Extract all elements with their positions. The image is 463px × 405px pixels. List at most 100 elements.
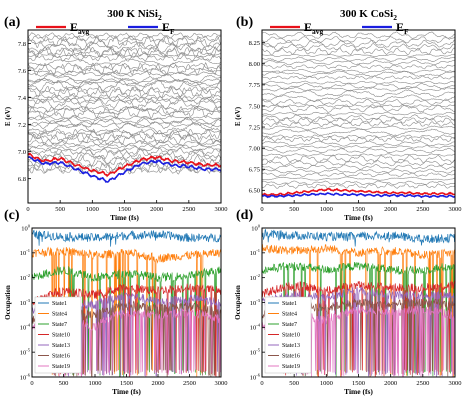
y-tick-label: 10-2 bbox=[250, 273, 260, 282]
legend-label: State1 bbox=[52, 301, 67, 307]
panel-c: (c) State1 State4 State7 State10 State13 State… bbox=[4, 208, 228, 396]
state-line bbox=[261, 147, 456, 154]
state-line bbox=[261, 56, 455, 62]
state-line bbox=[261, 159, 456, 167]
y-tick-label: 10-5 bbox=[20, 347, 31, 356]
x-tick-label: 0 bbox=[260, 380, 263, 387]
series-line-State4 bbox=[31, 246, 222, 377]
state-line bbox=[261, 53, 456, 58]
legend-label: State7 bbox=[282, 322, 297, 328]
series-line-State13 bbox=[261, 286, 456, 377]
state-line bbox=[27, 32, 222, 39]
state-line bbox=[27, 71, 222, 77]
legend-label: State7 bbox=[52, 322, 67, 328]
x-tick-label: 2500 bbox=[182, 206, 195, 213]
y-axis-label: E (eV) bbox=[4, 106, 12, 126]
panel-a: (a) 0 500 1000 1500 2000 2500 3000 Time (fs) 6.8 7… bbox=[4, 8, 228, 222]
x-tick-label: 1500 bbox=[352, 206, 365, 213]
x-tick-label: 3000 bbox=[215, 206, 228, 213]
legend-label: State13 bbox=[282, 343, 300, 349]
state-line bbox=[261, 172, 456, 178]
plot-area bbox=[27, 32, 222, 183]
x-tick-label: 2500 bbox=[183, 380, 196, 387]
state-line bbox=[27, 116, 222, 130]
y-tick-label: 100 bbox=[21, 223, 31, 232]
legend-label: State19 bbox=[52, 364, 70, 370]
y-axis-label: Occupation bbox=[4, 285, 12, 320]
x-tick-label: 1500 bbox=[352, 380, 365, 387]
state-line bbox=[27, 46, 222, 58]
legend-label: State4 bbox=[282, 312, 297, 318]
legend-label: State10 bbox=[282, 333, 300, 339]
legend-label: State19 bbox=[282, 364, 300, 370]
legend-label: State16 bbox=[282, 354, 300, 360]
state-line bbox=[27, 62, 222, 71]
x-tick-label: 1000 bbox=[89, 380, 102, 387]
legend-label: Eavg bbox=[70, 20, 90, 36]
state-line bbox=[261, 145, 456, 149]
state-line bbox=[27, 79, 222, 92]
state-line bbox=[27, 58, 221, 67]
panel-title: 300 K NiSi2 bbox=[107, 8, 162, 22]
state-line bbox=[261, 31, 456, 39]
panel-letter: (a) bbox=[4, 15, 21, 30]
x-tick-label: 2500 bbox=[416, 206, 429, 213]
y-tick-label: 10-6 bbox=[250, 372, 261, 381]
state-line bbox=[261, 183, 456, 189]
x-tick-label: 2000 bbox=[384, 206, 397, 213]
x-tick-label: 500 bbox=[289, 206, 299, 213]
legend-label: State4 bbox=[52, 312, 67, 318]
state-line bbox=[27, 128, 222, 141]
y-axis-label: E (eV) bbox=[234, 106, 242, 126]
y-axis-label: Occupation bbox=[234, 285, 242, 320]
y-tick-label: 6.8 bbox=[18, 176, 26, 183]
y-tick-label: 10-5 bbox=[250, 347, 261, 356]
state-line bbox=[27, 128, 222, 137]
y-tick-label: 10-6 bbox=[20, 372, 31, 381]
x-tick-label: 2000 bbox=[152, 380, 165, 387]
y-tick-label: 8.25 bbox=[249, 40, 260, 47]
y-tick-label: 10-4 bbox=[250, 323, 261, 332]
state-line bbox=[261, 68, 456, 74]
state-line bbox=[261, 121, 455, 128]
state-line bbox=[27, 95, 222, 105]
state-line bbox=[27, 35, 222, 43]
legend-label: Eavg bbox=[304, 20, 324, 36]
x-tick-label: 500 bbox=[59, 380, 69, 387]
series-line-Eavg bbox=[27, 152, 222, 178]
x-tick-label: 1500 bbox=[120, 380, 133, 387]
y-tick-label: 8.00 bbox=[249, 61, 260, 68]
x-axis-label: Time (fs) bbox=[112, 387, 141, 396]
x-tick-label: 3000 bbox=[449, 380, 462, 387]
state-line bbox=[261, 104, 456, 113]
state-line bbox=[261, 180, 456, 186]
state-line bbox=[261, 39, 455, 48]
x-tick-label: 1000 bbox=[320, 380, 333, 387]
x-tick-label: 2500 bbox=[416, 380, 429, 387]
x-tick-label: 1000 bbox=[320, 206, 333, 213]
x-tick-label: 500 bbox=[55, 206, 65, 213]
panel-d: (d) State1 State4 State7 State10 State13 State… bbox=[234, 208, 462, 396]
state-line bbox=[261, 116, 456, 124]
y-tick-label: 10-2 bbox=[20, 273, 30, 282]
state-line bbox=[27, 147, 222, 156]
state-line bbox=[261, 59, 456, 66]
state-line bbox=[27, 132, 222, 146]
state-line bbox=[261, 154, 456, 164]
state-line bbox=[27, 73, 222, 85]
y-tick-label: 7.4 bbox=[18, 95, 27, 102]
state-line bbox=[261, 111, 456, 116]
x-axis-label: Time (fs) bbox=[344, 387, 373, 396]
y-tick-label: 10-3 bbox=[20, 298, 31, 307]
state-line bbox=[261, 70, 456, 78]
panel-title: 300 K CoSi2 bbox=[340, 8, 397, 22]
y-tick-label: 7.50 bbox=[249, 103, 260, 110]
y-tick-label: 6.50 bbox=[249, 188, 260, 195]
y-tick-label: 6.75 bbox=[249, 167, 260, 174]
y-tick-label: 10-1 bbox=[20, 248, 30, 257]
x-tick-label: 1500 bbox=[118, 206, 131, 213]
y-tick-label: 7.00 bbox=[249, 145, 260, 152]
state-line bbox=[261, 136, 456, 143]
y-tick-label: 7.8 bbox=[18, 41, 26, 48]
y-tick-label: 10-4 bbox=[20, 323, 31, 332]
